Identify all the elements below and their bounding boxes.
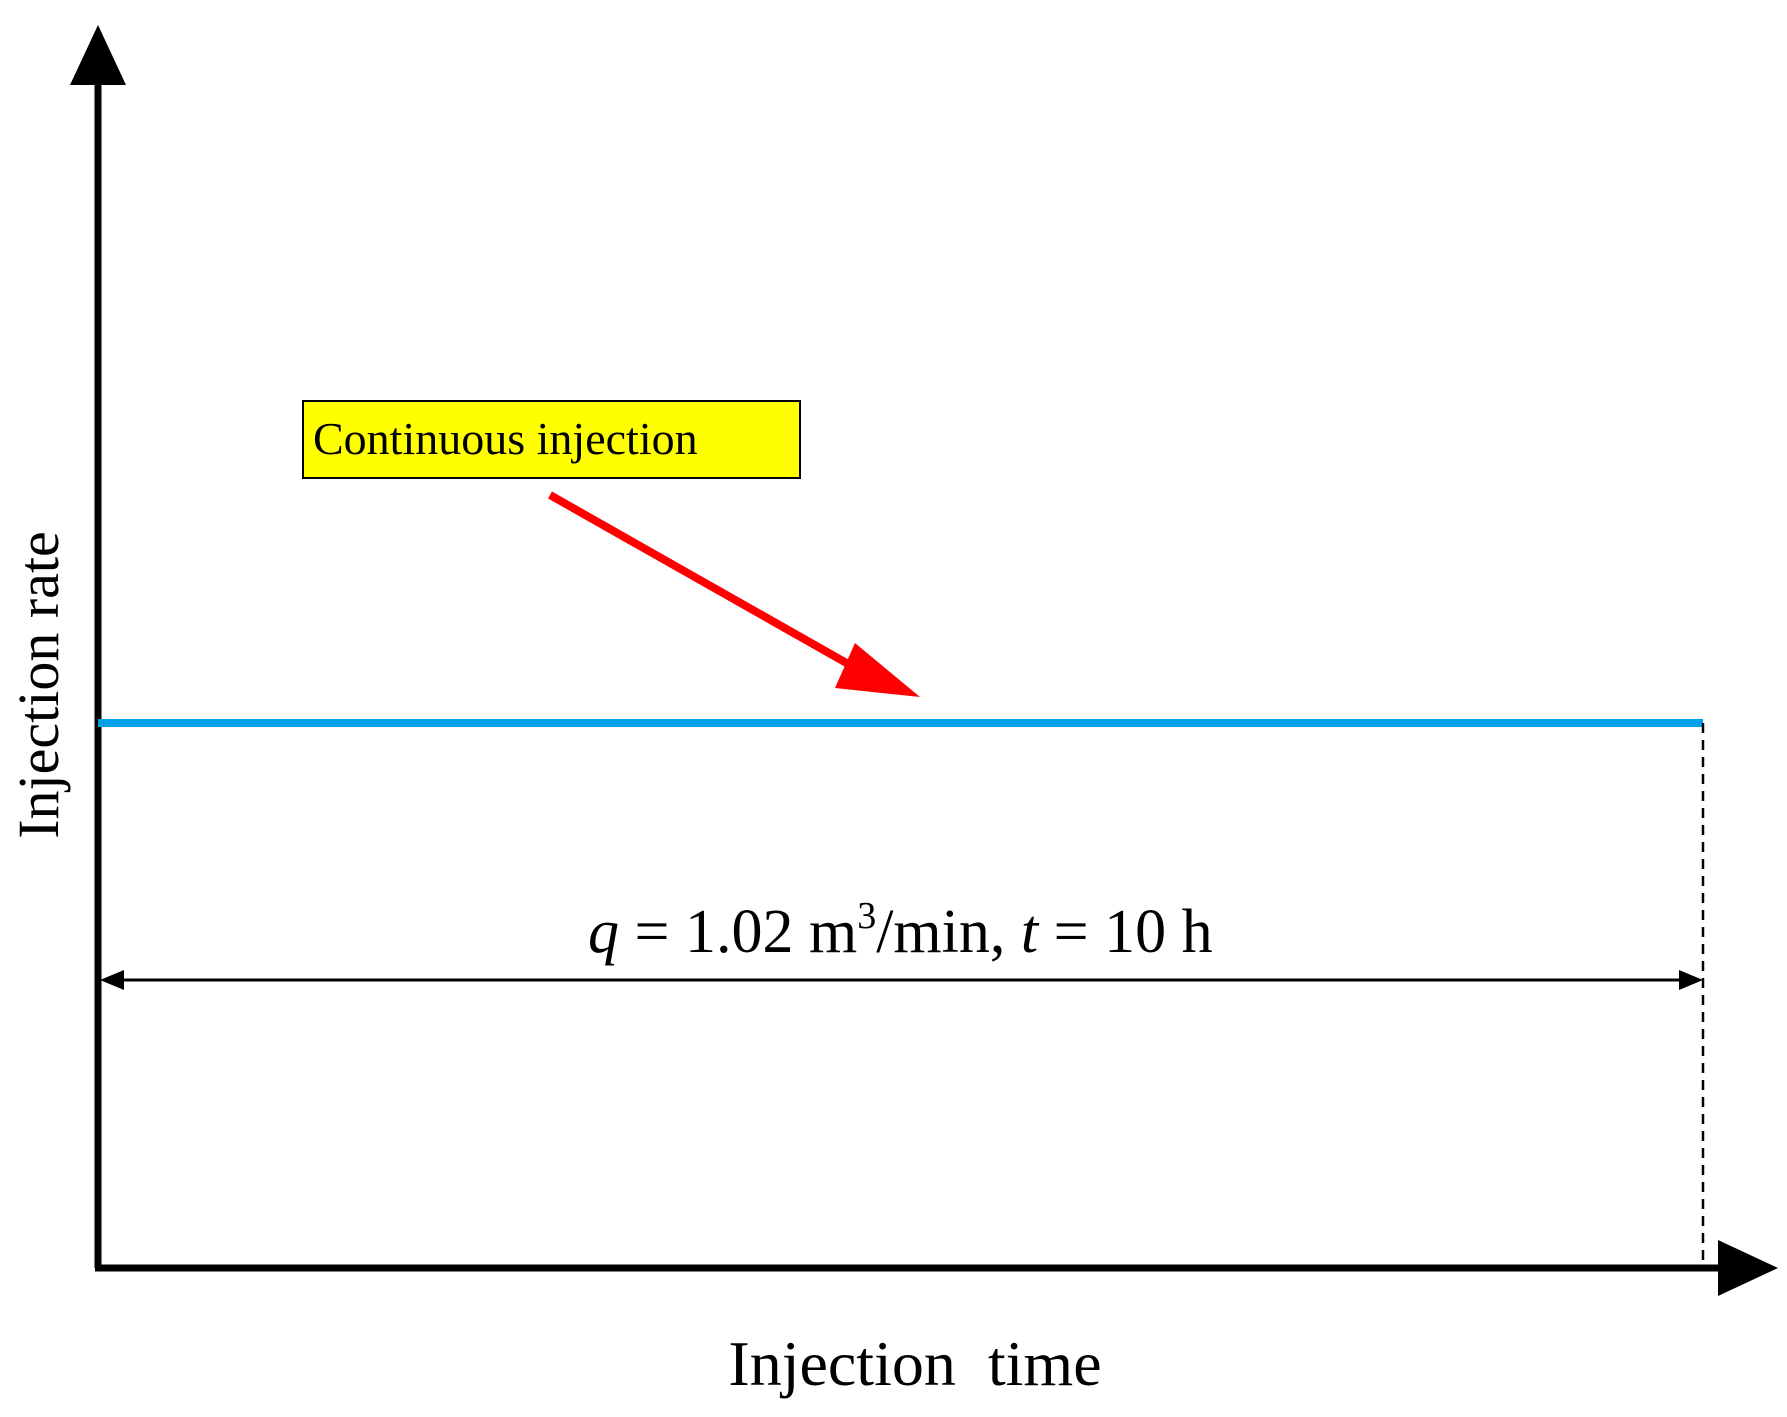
duration-arrow-right-head bbox=[1679, 970, 1703, 990]
duration-arrow-left-head bbox=[100, 970, 124, 990]
rate-duration-annotation: q = 1.02 m3/min, t = 10 h bbox=[588, 895, 1213, 966]
t-value: = 10 h bbox=[1038, 898, 1212, 966]
callout-label: Continuous injection bbox=[313, 413, 698, 464]
callout-arrow-shaft bbox=[548, 491, 852, 669]
x-axis-label: Injection time bbox=[728, 1328, 1101, 1399]
t-symbol: t bbox=[1021, 898, 1040, 966]
q-symbol: q bbox=[588, 898, 619, 966]
callout-arrowhead bbox=[835, 643, 920, 697]
x-axis-arrowhead bbox=[1718, 1240, 1778, 1296]
y-axis-label: Injection rate bbox=[6, 531, 71, 839]
unit-superscript: 3 bbox=[857, 895, 876, 937]
callout-box bbox=[302, 400, 801, 479]
q-value: = 1.02 m bbox=[619, 898, 857, 966]
unit-rest: /min, bbox=[876, 898, 1021, 966]
y-axis-arrowhead bbox=[70, 25, 126, 85]
